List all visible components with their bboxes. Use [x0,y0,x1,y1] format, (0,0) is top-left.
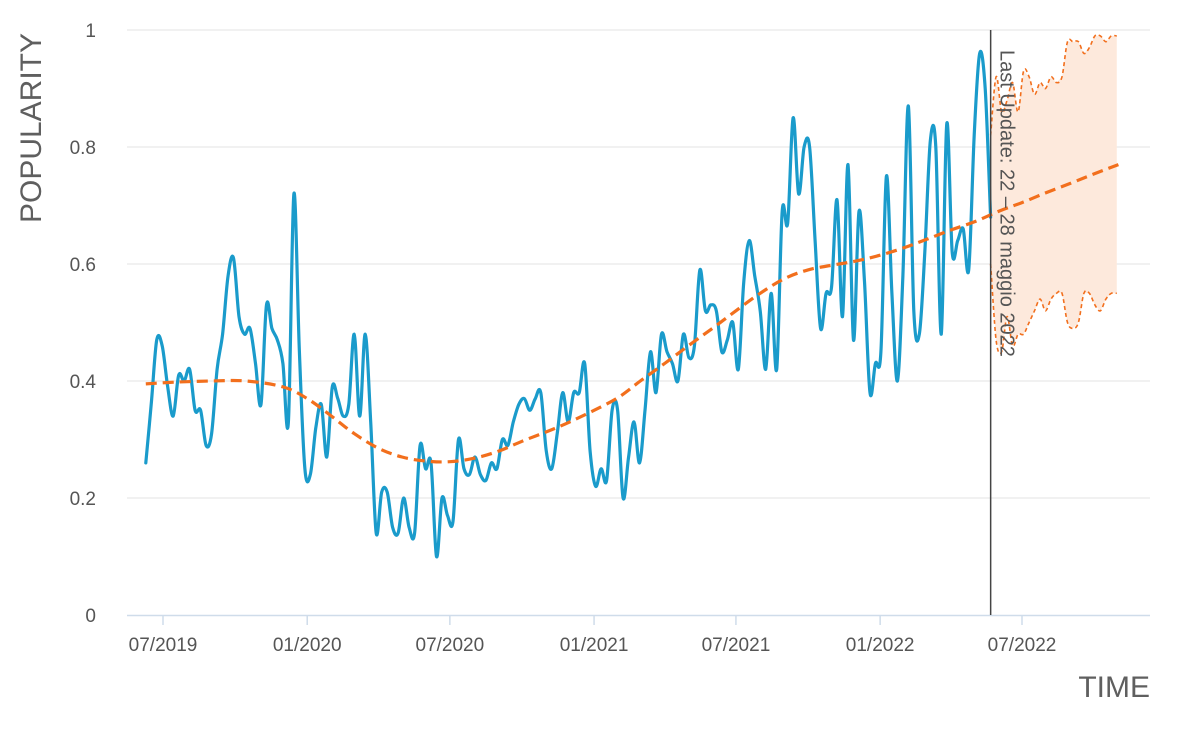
x-tick-label: 01/2020 [273,635,342,656]
x-tick-label: 07/2022 [988,635,1057,656]
x-axis-ticks: 07/2019 01/2020 07/2020 01/2021 07/2021 01/20… [129,615,1057,656]
x-tick-label: 01/2021 [560,635,629,656]
forecast-upper-line [989,33,1117,136]
y-tick-label: 1 [85,21,96,42]
y-tick-label: 0 [85,606,96,627]
series [144,33,1119,559]
y-tick-label: 0.6 [70,255,96,276]
y-tick-label: 0.8 [70,138,96,159]
forecast-band-area [990,35,1117,352]
x-tick-label: 07/2019 [129,635,198,656]
last-update-label: Last Update: 22 – 28 maggio 2022 [996,50,1018,357]
trend-line [145,163,1119,464]
x-tick-label: 01/2022 [846,635,915,656]
y-axis-ticks: 0 0.2 0.4 0.6 0.8 1 [70,21,97,627]
x-tick-label: 07/2020 [416,635,485,656]
y-tick-label: 0.2 [70,489,96,510]
x-axis-title: TIME [1078,671,1150,704]
last-update-annotation: Last Update: 22 – 28 maggio 2022 [989,30,1018,615]
popularity-line [144,49,993,559]
forecast-band [990,35,1117,352]
y-tick-label: 0.4 [70,372,97,393]
forecast-lower-line [989,263,1117,355]
y-axis-title: POPULARITY [15,33,48,223]
x-tick-label: 07/2021 [702,635,771,656]
